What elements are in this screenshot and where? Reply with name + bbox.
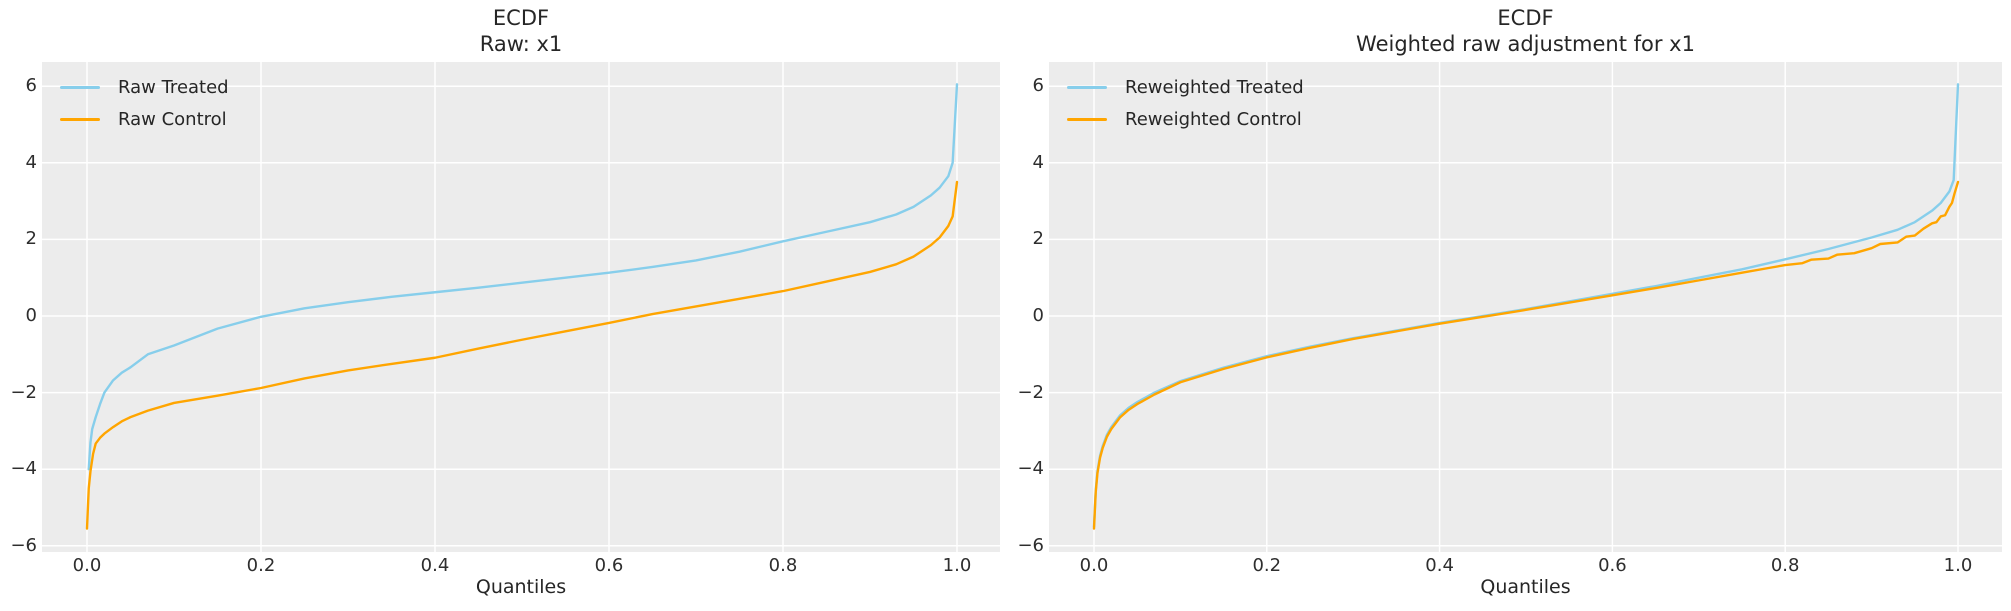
legend-line-swatch-treated — [1067, 85, 1107, 89]
y-tick-label: 2 — [25, 228, 37, 250]
series-line-reweighted-control — [1092, 180, 1960, 530]
legend-item: Raw Treated — [60, 71, 229, 103]
legend-line-swatch-control — [60, 117, 100, 121]
legend-item: Raw Control — [60, 103, 229, 135]
legend-label: Reweighted Treated — [1125, 76, 1304, 98]
chart-title-weighted: ECDF Weighted raw adjustment for x1 — [1049, 5, 2002, 57]
x-tick-label: 0.8 — [768, 555, 798, 576]
legend-label: Raw Treated — [118, 76, 229, 98]
legend-line-swatch-treated — [60, 85, 100, 89]
plot-background — [1049, 62, 2002, 552]
y-tick-label: −6 — [10, 534, 37, 556]
chart-subtitle: Weighted raw adjustment for x1 — [1356, 32, 1695, 56]
chart-title-raw: ECDF Raw: x1 — [42, 5, 1000, 57]
y-tick-label: 0 — [1032, 305, 1044, 326]
plot-background — [42, 62, 1000, 552]
y-tick-label: −2 — [10, 381, 37, 403]
plot-svg-1 — [1049, 62, 2002, 552]
y-tick-label: 2 — [1032, 228, 1044, 250]
x-tick-label: 0.2 — [1252, 555, 1282, 576]
plot-svg-0 — [42, 62, 1000, 552]
chart-title-line1: ECDF — [492, 6, 550, 30]
x-tick-label: 0.0 — [72, 555, 102, 576]
legend-line-swatch-control — [1067, 117, 1107, 121]
chart-title-line1: ECDF — [1497, 6, 1554, 30]
x-axis-label: Quantiles — [1480, 576, 1571, 598]
x-axis-label: Quantiles — [475, 576, 567, 598]
legend-label: Reweighted Control — [1125, 108, 1302, 130]
x-tick-label: 0.6 — [594, 555, 624, 576]
legend-weighted: Reweighted Treated Reweighted Control — [1067, 71, 1304, 135]
x-tick-label: 0.4 — [1425, 555, 1454, 576]
series-line-raw-control — [85, 180, 959, 530]
legend-raw: Raw Treated Raw Control — [60, 71, 229, 135]
y-tick-label: 6 — [1032, 75, 1044, 97]
x-tick-label: 1.0 — [1943, 555, 1973, 576]
x-tick-label: 0.6 — [1598, 555, 1627, 576]
legend-item: Reweighted Treated — [1067, 71, 1304, 103]
x-tick-label: 0.2 — [246, 555, 276, 576]
y-tick-label: −4 — [1017, 458, 1044, 480]
legend-item: Reweighted Control — [1067, 103, 1304, 135]
legend-label: Raw Control — [118, 108, 227, 130]
x-tick-label: 0.0 — [1079, 555, 1109, 576]
y-tick-label: 0 — [25, 305, 37, 326]
y-tick-label: −4 — [10, 458, 37, 480]
chart-subtitle: Raw: x1 — [479, 32, 563, 56]
x-tick-label: 0.4 — [420, 555, 450, 576]
y-tick-label: −6 — [1017, 534, 1044, 556]
series-line-raw-treated — [87, 83, 959, 471]
y-tick-label: 4 — [25, 151, 37, 173]
x-tick-label: 0.8 — [1770, 555, 1800, 576]
y-tick-label: 4 — [1032, 151, 1044, 173]
y-tick-label: −2 — [1017, 381, 1044, 403]
y-tick-label: 6 — [25, 75, 37, 97]
x-tick-label: 1.0 — [942, 555, 972, 576]
